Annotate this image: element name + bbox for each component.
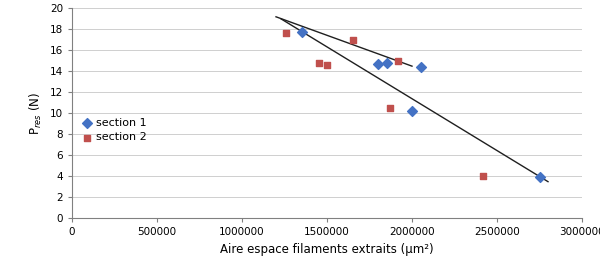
- Legend: section 1, section 2: section 1, section 2: [83, 118, 147, 143]
- section 1: [373, 62, 383, 66]
- section 2: [385, 106, 395, 110]
- section 2: [348, 38, 358, 42]
- section 1: [407, 109, 417, 114]
- section 1: [382, 61, 391, 65]
- section 1: [297, 29, 307, 34]
- section 2: [394, 59, 403, 63]
- section 2: [479, 174, 488, 179]
- section 2: [314, 61, 323, 65]
- section 2: [322, 63, 332, 67]
- Y-axis label: P$_{res}$ (N): P$_{res}$ (N): [28, 92, 44, 135]
- X-axis label: Aire espace filaments extraits (μm²): Aire espace filaments extraits (μm²): [220, 243, 434, 256]
- section 2: [281, 30, 291, 35]
- section 1: [535, 175, 544, 180]
- section 1: [416, 65, 425, 69]
